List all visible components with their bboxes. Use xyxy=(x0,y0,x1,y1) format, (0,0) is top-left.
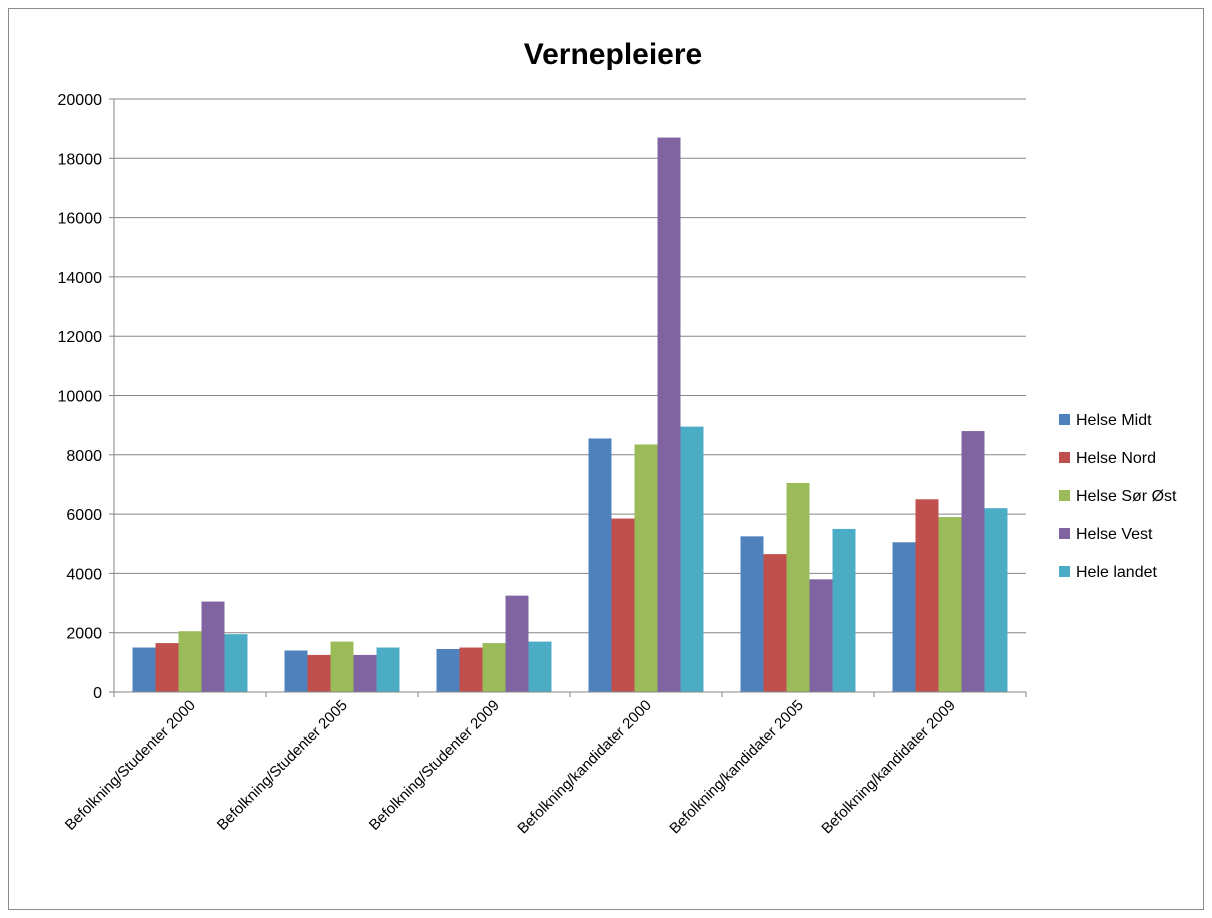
legend-swatch xyxy=(1059,528,1070,539)
bar xyxy=(132,647,156,692)
bar xyxy=(634,444,658,692)
legend-swatch xyxy=(1059,566,1070,577)
x-category-label: Befolkning/kandidater 2009 xyxy=(818,697,959,838)
bar xyxy=(680,426,704,692)
y-tick-label: 2000 xyxy=(66,626,102,643)
y-tick-label: 8000 xyxy=(66,448,102,465)
y-tick-label: 0 xyxy=(93,685,102,702)
bar xyxy=(528,641,552,692)
x-category-label: Befolkning/kandidater 2000 xyxy=(514,697,655,838)
legend-label: Hele landet xyxy=(1076,564,1158,581)
y-tick-label: 20000 xyxy=(58,92,103,109)
bar xyxy=(984,508,1008,692)
y-tick-label: 16000 xyxy=(58,211,103,228)
y-tick-label: 10000 xyxy=(58,389,103,406)
bar xyxy=(961,431,985,692)
bar xyxy=(786,482,810,692)
bar xyxy=(376,647,400,692)
bar xyxy=(155,643,179,692)
legend-label: Helse Vest xyxy=(1076,526,1153,543)
bar xyxy=(436,649,460,692)
bar xyxy=(353,654,377,692)
bar xyxy=(809,579,833,692)
bar xyxy=(915,499,939,692)
y-tick-label: 4000 xyxy=(66,566,102,583)
bar xyxy=(482,643,506,692)
legend-label: Helse Nord xyxy=(1076,450,1156,467)
y-tick-label: 14000 xyxy=(58,270,103,287)
y-tick-label: 12000 xyxy=(58,329,103,346)
legend-label: Helse Midt xyxy=(1076,412,1152,429)
bar xyxy=(307,654,331,692)
bar xyxy=(832,528,856,692)
x-category-label: Befolkning/Studenter 2005 xyxy=(214,697,351,834)
bar xyxy=(892,542,916,692)
bar xyxy=(505,595,529,692)
bar xyxy=(284,650,308,692)
x-category-label: Befolkning/kandidater 2005 xyxy=(666,697,807,838)
bar xyxy=(740,536,764,692)
chart-title: Vernepleiere xyxy=(524,38,702,71)
bar xyxy=(657,137,681,693)
chart-frame: Vernepleiere 0 2000 4000 6000 8000 10000 12000… xyxy=(8,8,1204,910)
y-tick-label: 6000 xyxy=(66,507,102,524)
bar xyxy=(201,601,225,692)
x-category-label: Befolkning/Studenter 2000 xyxy=(62,697,199,834)
legend-swatch xyxy=(1059,452,1070,463)
legend-label: Helse Sør Øst xyxy=(1076,488,1177,505)
bar xyxy=(330,641,354,692)
bar xyxy=(611,518,635,692)
bar-chart: Vernepleiere 0 2000 4000 6000 8000 10000 12000… xyxy=(58,38,1178,838)
legend-swatch xyxy=(1059,490,1070,501)
legend-swatch xyxy=(1059,414,1070,425)
bar xyxy=(763,554,787,692)
y-tick-label: 18000 xyxy=(58,151,103,168)
bar xyxy=(588,438,612,692)
bar xyxy=(178,631,202,692)
bar xyxy=(224,634,248,692)
bar xyxy=(459,647,483,692)
bar xyxy=(938,517,962,692)
x-category-label: Befolkning/Studenter 2009 xyxy=(366,697,503,834)
